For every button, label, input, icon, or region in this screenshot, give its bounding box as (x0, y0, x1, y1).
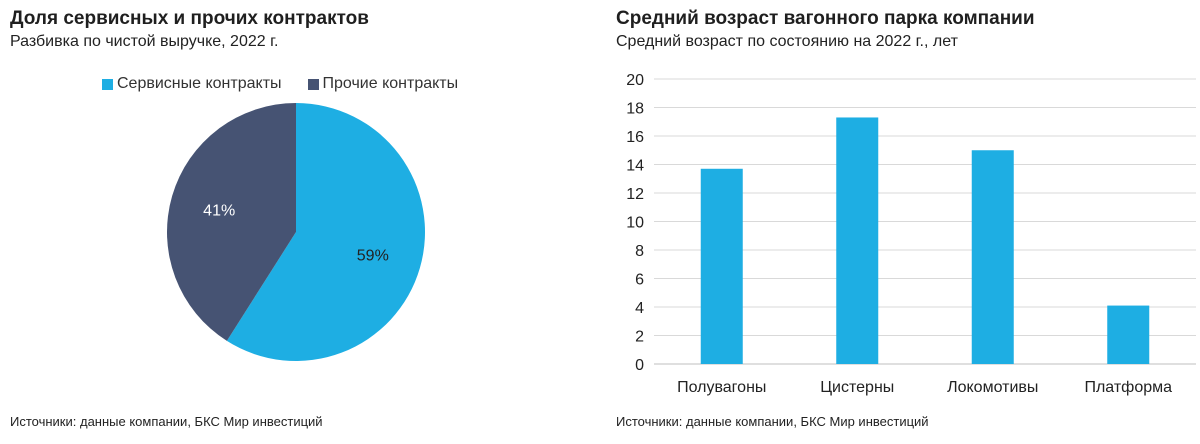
legend-swatch-other (307, 78, 319, 90)
x-tick-label: Платформа (1084, 379, 1172, 396)
legend-item-service: Сервисные контракты (102, 75, 282, 93)
bar (836, 117, 879, 364)
pie-slice-service (226, 103, 426, 361)
y-tick-label: 20 (626, 72, 644, 89)
y-tick-label: 12 (626, 186, 644, 203)
bar (1107, 305, 1150, 364)
legend-swatch-service (102, 78, 113, 90)
x-tick-label: Полувагоны (677, 379, 766, 396)
bar-chart-title: Средний возраст вагонного парка компании (616, 8, 1035, 29)
x-tick-label: Локомотивы (947, 379, 1038, 396)
x-tick-label: Цистерны (820, 379, 894, 396)
pie-label-other: 41% (203, 203, 235, 220)
y-tick-label: 0 (635, 357, 644, 374)
bar (700, 168, 743, 364)
bars (700, 117, 1150, 364)
pie-chart-subtitle: Разбивка по чистой выручке, 2022 г. (10, 33, 279, 50)
y-tick-label: 4 (635, 300, 644, 317)
x-axis-labels: Полувагоны Цистерны Локомотивы Платформа (677, 379, 1172, 396)
pie-chart: 59% 41% (166, 103, 426, 361)
y-tick-label: 6 (635, 272, 644, 289)
gridlines (654, 78, 1196, 365)
bar-chart-subtitle: Средний возраст по состоянию на 2022 г.,… (616, 33, 958, 50)
y-tick-label: 10 (626, 215, 644, 232)
bar (971, 150, 1014, 364)
bar-chart-panel: Средний возраст вагонного парка компании… (604, 0, 1200, 444)
pie-label-service: 59% (357, 247, 389, 264)
pie-source-note: Источники: данные компании, БКС Мир инве… (10, 414, 323, 429)
pie-chart-panel: Доля сервисных и прочих контрактов Разби… (10, 8, 458, 429)
pie-legend: Сервисные контракты Прочие контракты (102, 75, 458, 93)
pie-chart-title: Доля сервисных и прочих контрактов (10, 8, 369, 29)
y-tick-label: 2 (635, 329, 644, 346)
pie-slice-other (166, 103, 296, 341)
y-tick-label: 18 (626, 101, 644, 118)
y-tick-label: 8 (635, 243, 644, 260)
y-tick-label: 16 (626, 129, 644, 146)
legend-label-service: Сервисные контракты (117, 75, 282, 92)
bar-chart: 0 2 4 6 8 10 12 14 16 18 20 Полувагоны Цистерны Локо… (626, 72, 1196, 396)
bar-source-note: Источники: данные компании, БКС Мир инве… (616, 414, 929, 429)
legend-item-other: Прочие контракты (307, 75, 459, 93)
y-axis-ticks: 0 2 4 6 8 10 12 14 16 18 20 (626, 72, 644, 374)
legend-label-other: Прочие контракты (322, 75, 459, 92)
y-tick-label: 14 (626, 158, 644, 175)
